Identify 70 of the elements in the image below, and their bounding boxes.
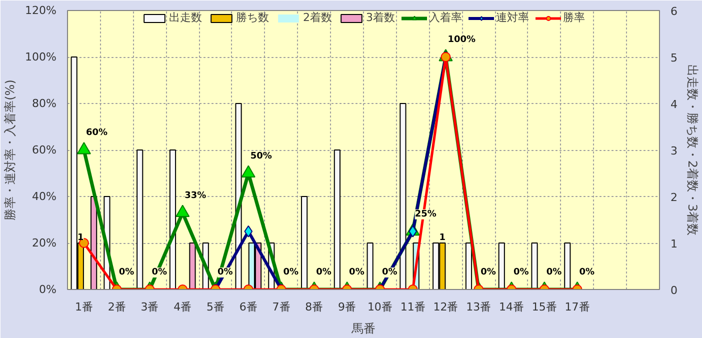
data-label: 0% — [514, 268, 529, 278]
data-label: 33% — [184, 190, 206, 201]
x-tick-label: 3番 — [140, 300, 159, 314]
legend-label: 入着率 — [429, 10, 462, 25]
bar — [301, 196, 308, 290]
y2-tick-label: 2 — [670, 191, 678, 204]
x-tick-label: 9番 — [338, 300, 356, 314]
data-label: 0% — [316, 268, 332, 278]
y2-tick-label: 4 — [670, 98, 678, 111]
x-tick-label: 15番 — [532, 300, 557, 314]
x-tick-label: 5番 — [206, 300, 224, 314]
legend-label: 出走数 — [169, 10, 202, 25]
data-label: 1 — [439, 233, 446, 243]
x-tick-label: 14番 — [499, 300, 524, 314]
bar — [465, 242, 472, 290]
x-tick-label: 4番 — [174, 300, 192, 314]
x-tick-label: 12番 — [433, 300, 458, 314]
x-tick-label: 1番 — [74, 300, 93, 314]
y2-axis-title: 出走数・勝ち数・2着数・3着数 — [686, 64, 700, 236]
bar — [334, 150, 340, 290]
data-label: 60% — [86, 128, 108, 138]
data-label: 1 — [78, 233, 84, 243]
legend-label: 2着数 — [303, 10, 332, 25]
legend-label: 連対率 — [496, 10, 529, 25]
data-label: 0% — [283, 268, 299, 278]
data-label: 0% — [579, 268, 595, 278]
y2-tick-label: 3 — [670, 144, 678, 158]
legend-label: 勝ち数 — [236, 10, 269, 25]
legend-label: 勝率 — [563, 10, 585, 25]
bar — [235, 103, 242, 290]
y-tick-label: 80% — [32, 97, 57, 110]
bar — [169, 150, 176, 290]
y-tick-label: 120% — [25, 4, 57, 17]
data-label: 0% — [218, 268, 233, 278]
y-tick-label: 0% — [39, 283, 56, 296]
bar — [531, 242, 538, 290]
x-axis-title: 馬番 — [350, 322, 376, 336]
y2-tick-label: 1 — [670, 238, 678, 250]
data-label: 50% — [250, 151, 272, 162]
y-tick-label: 40% — [32, 190, 57, 203]
bar — [366, 242, 374, 290]
y-axis-title: 勝率・連対率・入着率(%) — [3, 80, 18, 220]
bar — [400, 103, 406, 290]
x-tick-label: 10番 — [367, 300, 392, 314]
x-tick-label: 13番 — [466, 300, 492, 314]
bar — [189, 242, 196, 290]
legend-label: 3着数 — [366, 10, 395, 25]
data-label: 0% — [546, 268, 562, 278]
x-tick-label: 17番 — [564, 300, 590, 314]
y2-tick-label: 6 — [670, 5, 678, 18]
x-tick-label: 6番 — [239, 300, 258, 314]
x-tick-label: 7番 — [272, 300, 290, 314]
x-tick-label: 8番 — [305, 300, 324, 314]
data-label: 0% — [349, 268, 364, 278]
data-label: 0% — [152, 268, 168, 278]
data-label: 0% — [118, 268, 134, 278]
data-label: 100% — [448, 35, 476, 45]
bar — [564, 242, 571, 290]
bar — [136, 150, 144, 290]
data-label: 0% — [480, 268, 496, 278]
y-tick-label: 60% — [32, 144, 57, 156]
x-tick-label: 2番 — [108, 300, 126, 314]
y-tick-label: 20% — [32, 236, 57, 250]
y2-tick-label: 0 — [670, 284, 678, 297]
y-tick-label: 100% — [25, 50, 57, 64]
data-label: 25% — [414, 209, 436, 220]
y2-tick-label: 5 — [670, 52, 678, 64]
x-tick-label: 11番 — [400, 300, 426, 314]
data-label: 0% — [382, 268, 398, 278]
bar — [498, 242, 505, 290]
